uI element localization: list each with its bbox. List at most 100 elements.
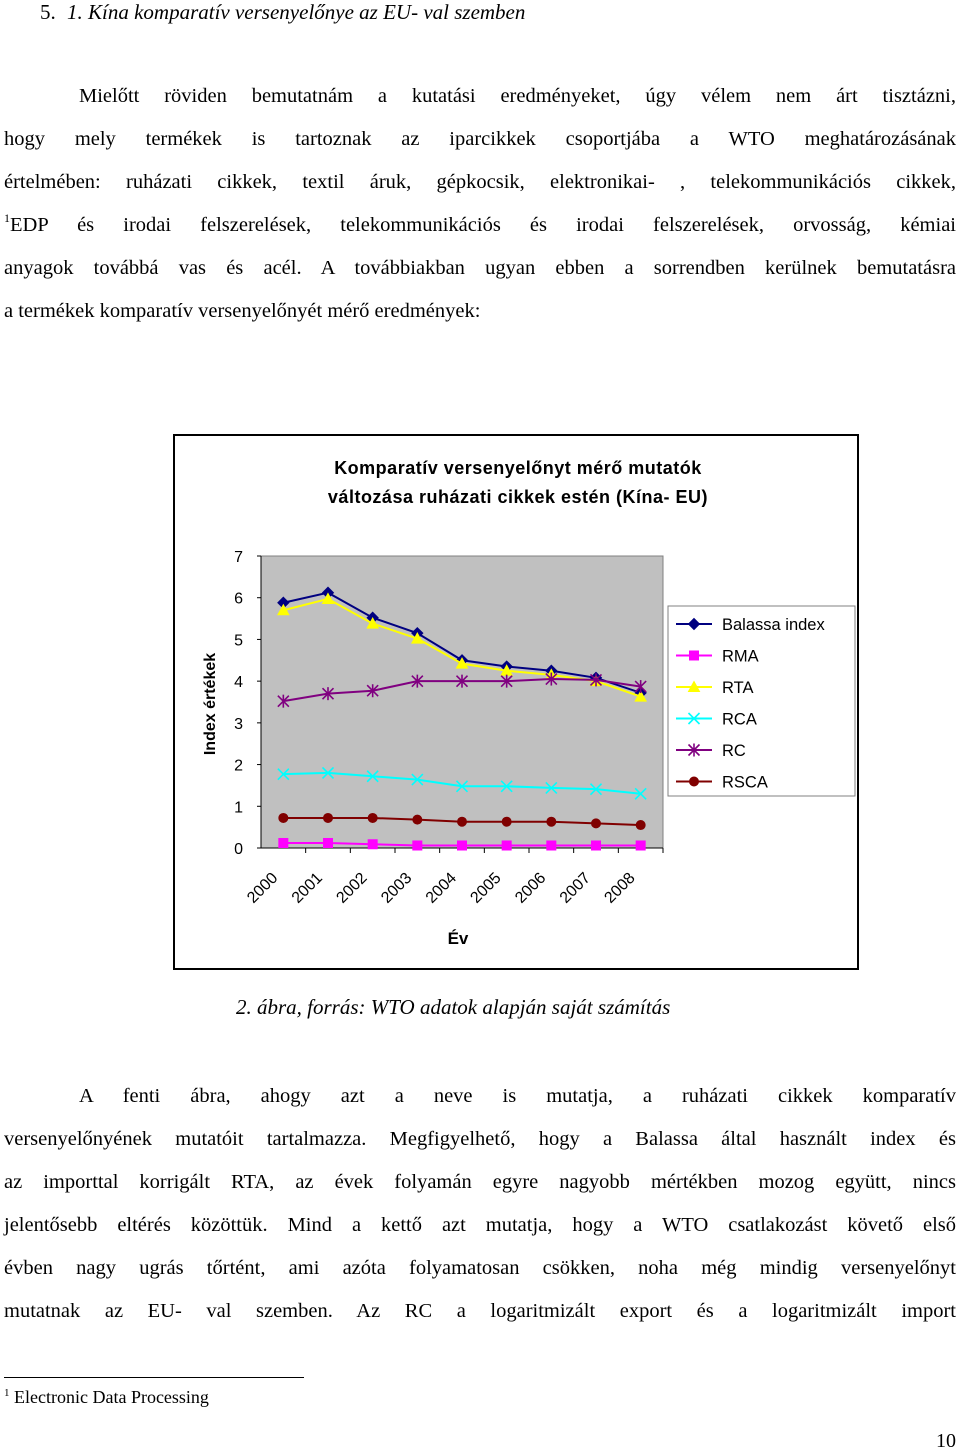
intro-line: Mielőtt röviden bemutatnám a kutatási er… [79,85,956,107]
y-tick-label: 5 [234,632,243,649]
chart-title: Komparatív versenyelőnyt mérő mutatók vá… [175,454,861,512]
data-point [366,770,379,783]
data-point [323,837,333,848]
legend-marker [687,617,701,631]
footnote-number: 1 [4,1387,10,1399]
y-tick-label: 4 [234,674,243,691]
data-point [546,816,557,827]
body-line: A fenti ábra, ahogy azt a neve is mutatj… [79,1085,956,1107]
intro-line-with-footnote: 1EDP és irodai felszerelések, telekommun… [4,204,956,247]
x-tick-label: 2008 [601,870,638,907]
x-tick-label: 2000 [244,870,281,907]
legend-marker [687,743,701,757]
x-tick-label: 2002 [333,870,370,907]
legend-label: RMA [722,648,759,666]
legend-marker [689,776,699,787]
data-point [278,812,289,823]
data-point [323,812,333,823]
y-tick-label: 3 [234,716,243,733]
intro-line: hogy mely termékek is tartoznak az iparc… [4,128,956,150]
section-number: 5. [40,0,56,24]
plot-background [260,555,664,849]
data-point [412,814,423,825]
intro-paragraph: Mielőtt röviden bemutatnám a kutatási er… [4,75,956,333]
data-point [591,840,601,851]
data-point [321,766,335,779]
legend-marker [687,712,701,725]
data-point [411,674,424,688]
y-tick-label: 1 [234,799,243,816]
data-point [500,674,513,688]
body-line: az importtal korrigált RTA, az évek foly… [4,1171,956,1193]
data-point [276,603,290,616]
data-point [457,840,467,851]
data-point [501,816,512,827]
data-point [457,816,467,827]
y-tick-label: 0 [234,841,243,858]
y-tick-label: 2 [234,758,243,775]
data-point [367,839,378,850]
data-point [546,840,557,851]
data-point [321,687,335,701]
legend-label: RSCA [722,774,768,792]
body-line: versenyelőnyének mutatóit tartalmazza. M… [4,1128,956,1150]
data-point [455,674,469,688]
y-tick-label: 7 [234,549,243,566]
body-line: jelentősebb eltérés közöttük. Mind a ket… [4,1214,956,1236]
data-point [501,840,512,851]
data-point [545,781,558,794]
data-point [278,837,289,848]
data-point [500,780,513,793]
data-point [455,657,469,669]
x-tick-label: 2004 [423,870,460,907]
data-point [634,787,647,800]
legend-label: RC [722,742,746,760]
page-number: 10 [936,1430,956,1452]
chart-title-line: Komparatív versenyelőnyt mérő mutatók [334,458,702,478]
footnote-divider [4,1377,304,1378]
legend-label: RTA [722,679,753,697]
data-point [635,840,646,851]
body-line: évben nagy ugrás tőrtént, ami azóta foly… [4,1257,956,1279]
legend-label: RCA [722,711,757,729]
footnote-ref: 1 [4,211,10,225]
legend-marker [687,680,701,692]
chart-title-line: változása ruházati cikkek estén (Kína- E… [327,487,709,507]
intro-line: értelmében: ruházati cikkek, textil áruk… [4,171,956,193]
data-point [545,672,558,686]
data-point [366,617,380,629]
legend-label: Balassa index [722,616,825,634]
legend-box [667,605,856,797]
data-point [591,818,601,829]
body-paragraph: A fenti ábra, ahogy azt a neve is mutatj… [4,1075,956,1333]
footnote-text: Electronic Data Processing [14,1387,209,1407]
x-tick-label: 2003 [378,870,415,907]
data-point [634,680,647,694]
data-point [455,780,469,793]
chart-frame: Komparatív versenyelőnyt mérő mutatók vá… [173,434,859,970]
intro-line-text: EDP és irodai felszerelések, telekommuni… [10,214,956,236]
data-point [410,632,424,644]
figure-caption: 2. ábra, forrás: WTO adatok alapján sajá… [236,995,671,1019]
x-tick-label: 2001 [289,870,326,907]
y-axis-title: Index értékek [202,653,219,755]
y-tick-label: 6 [234,591,243,608]
body-line: mutatnak az EU- val szemben. Az RC a log… [4,1300,956,1322]
intro-line: anyagok továbbá vas és acél. A továbbiak… [4,257,956,279]
data-point [589,783,603,796]
data-point [589,673,603,687]
line-chart: 0 1 2 3 4 5 6 7 2000 2001 2002 2003 2004 2005 2006 2007… [202,549,856,948]
x-tick-label: 2006 [512,870,549,907]
data-point [634,690,648,702]
section-heading: 5. 1. Kína komparatív versenyelőnye az E… [40,0,525,25]
data-point [367,812,378,823]
data-point [321,592,335,604]
x-axis-title: Év [448,929,469,948]
data-point [277,694,290,708]
footnote: 1 Electronic Data Processing [4,1387,209,1408]
data-point [411,773,424,786]
x-tick-label: 2005 [467,870,504,907]
data-point [635,820,646,831]
legend-marker [689,650,699,661]
section-title: 1. Kína komparatív versenyelőnye az EU- … [67,0,526,24]
